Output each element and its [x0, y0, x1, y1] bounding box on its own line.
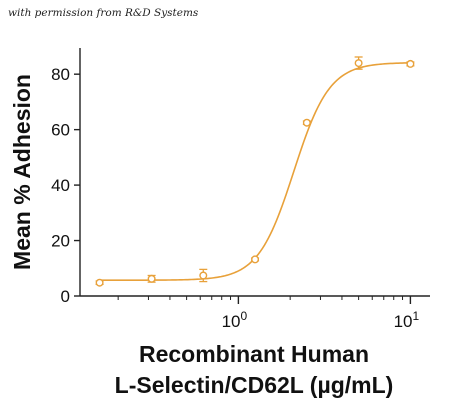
data-point	[406, 59, 415, 68]
axis-ticks: 0 20 40 60 80 100 101	[51, 65, 419, 331]
data-point-marker	[147, 274, 156, 283]
data-point-marker	[354, 59, 363, 68]
fit-curve-layer	[99, 61, 415, 281]
y-tick-label: 80	[51, 65, 70, 84]
x-axis-title-line-2: L-Selectin/CD62L (µg/mL)	[115, 372, 394, 398]
data-point	[199, 268, 208, 283]
data-points-layer	[95, 56, 415, 287]
data-point-marker	[406, 59, 415, 68]
data-point-marker	[302, 118, 311, 127]
data-point-marker	[95, 278, 104, 287]
data-point-marker	[251, 255, 260, 264]
y-tick-label: 0	[61, 287, 70, 306]
data-point	[147, 274, 156, 283]
x-tick-label: 100	[222, 309, 248, 331]
data-point	[95, 278, 104, 287]
x-tick-label: 101	[394, 309, 420, 331]
data-point-marker	[199, 271, 208, 280]
data-point	[251, 255, 260, 264]
y-tick-label: 40	[51, 176, 70, 195]
credit-note: with permission from R&D Systems	[8, 7, 199, 19]
axes	[79, 48, 430, 297]
data-point	[302, 118, 311, 127]
fit-curve	[99, 61, 415, 281]
y-axis-title: Mean % Adhesion	[9, 74, 35, 270]
y-tick-label: 20	[51, 232, 70, 251]
data-point	[354, 56, 363, 70]
y-tick-label: 60	[51, 121, 70, 140]
x-axis-title-line-1: Recombinant Human	[139, 341, 369, 367]
